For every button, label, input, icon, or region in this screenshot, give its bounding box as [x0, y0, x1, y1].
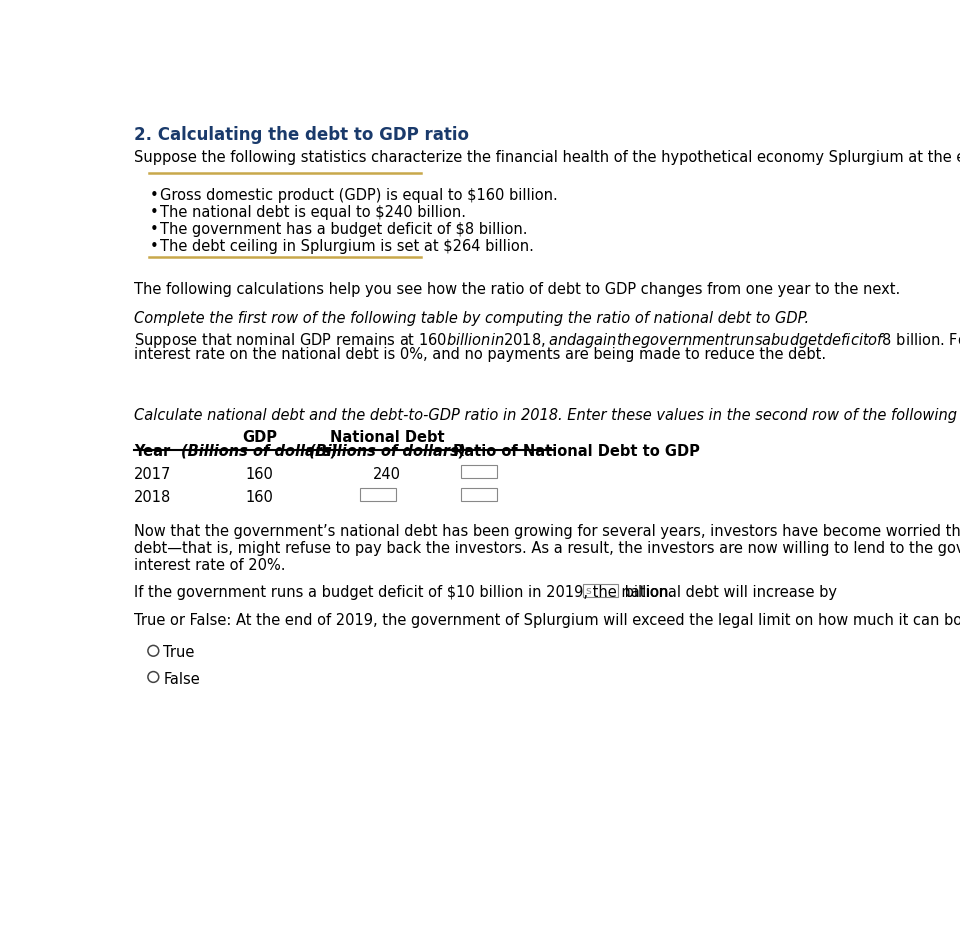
FancyBboxPatch shape	[360, 488, 396, 501]
Text: 2018: 2018	[134, 490, 171, 505]
Text: interest rate on the national debt is 0%, and no payments are being made to redu: interest rate on the national debt is 0%…	[134, 347, 826, 362]
Text: The following calculations help you see how the ratio of debt to GDP changes fro: The following calculations help you see …	[134, 282, 900, 297]
Text: GDP: GDP	[242, 430, 277, 445]
Text: Suppose that nominal GDP remains at $160 billion in 2018, and again the governme: Suppose that nominal GDP remains at $160…	[134, 331, 960, 350]
Text: Now that the government’s national debt has been growing for several years, inve: Now that the government’s national debt …	[134, 523, 960, 538]
Text: True or False: At the end of 2019, the government of Splurgium will exceed the l: True or False: At the end of 2019, the g…	[134, 613, 960, 628]
Text: 160: 160	[246, 490, 274, 505]
Text: The debt ceiling in Splurgium is set at $264 billion.: The debt ceiling in Splurgium is set at …	[160, 239, 534, 254]
Text: Suppose the following statistics characterize the financial health of the hypoth: Suppose the following statistics charact…	[134, 149, 960, 164]
Text: Ratio of National Debt to GDP: Ratio of National Debt to GDP	[453, 444, 700, 459]
Text: (Billions of dollars): (Billions of dollars)	[181, 444, 338, 459]
Text: The national debt is equal to $240 billion.: The national debt is equal to $240 billi…	[160, 205, 467, 219]
Text: The government has a budget deficit of $8 billion.: The government has a budget deficit of $…	[160, 222, 528, 237]
Text: If the government runs a budget deficit of $10 billion in 2019, the national deb: If the government runs a budget deficit …	[134, 585, 842, 600]
Text: •: •	[150, 205, 158, 219]
Text: 240: 240	[373, 467, 401, 482]
Text: 160: 160	[246, 467, 274, 482]
Text: debt—that is, might refuse to pay back the investors. As a result, the investors: debt—that is, might refuse to pay back t…	[134, 540, 960, 555]
Text: National Debt: National Debt	[330, 430, 444, 445]
Text: False: False	[163, 672, 200, 687]
Text: billion.: billion.	[620, 585, 673, 600]
Text: True: True	[163, 645, 195, 660]
Text: •: •	[150, 222, 158, 237]
Text: •: •	[150, 188, 158, 203]
Text: 2017: 2017	[134, 467, 171, 482]
Text: s: s	[585, 585, 590, 596]
FancyBboxPatch shape	[461, 465, 496, 478]
Text: Calculate national debt and the debt-to-GDP ratio in 2018. Enter these values in: Calculate national debt and the debt-to-…	[134, 408, 960, 423]
Text: (Billions of dollars): (Billions of dollars)	[309, 444, 466, 459]
Text: interest rate of 20%.: interest rate of 20%.	[134, 557, 285, 572]
Text: Year: Year	[134, 444, 170, 459]
Text: Complete the first row of the following table by computing the ratio of national: Complete the first row of the following …	[134, 311, 809, 326]
Text: •: •	[150, 239, 158, 254]
Text: 2. Calculating the debt to GDP ratio: 2. Calculating the debt to GDP ratio	[134, 127, 468, 144]
FancyBboxPatch shape	[583, 584, 617, 598]
Text: Gross domestic product (GDP) is equal to $160 billion.: Gross domestic product (GDP) is equal to…	[160, 188, 558, 203]
FancyBboxPatch shape	[461, 488, 496, 501]
